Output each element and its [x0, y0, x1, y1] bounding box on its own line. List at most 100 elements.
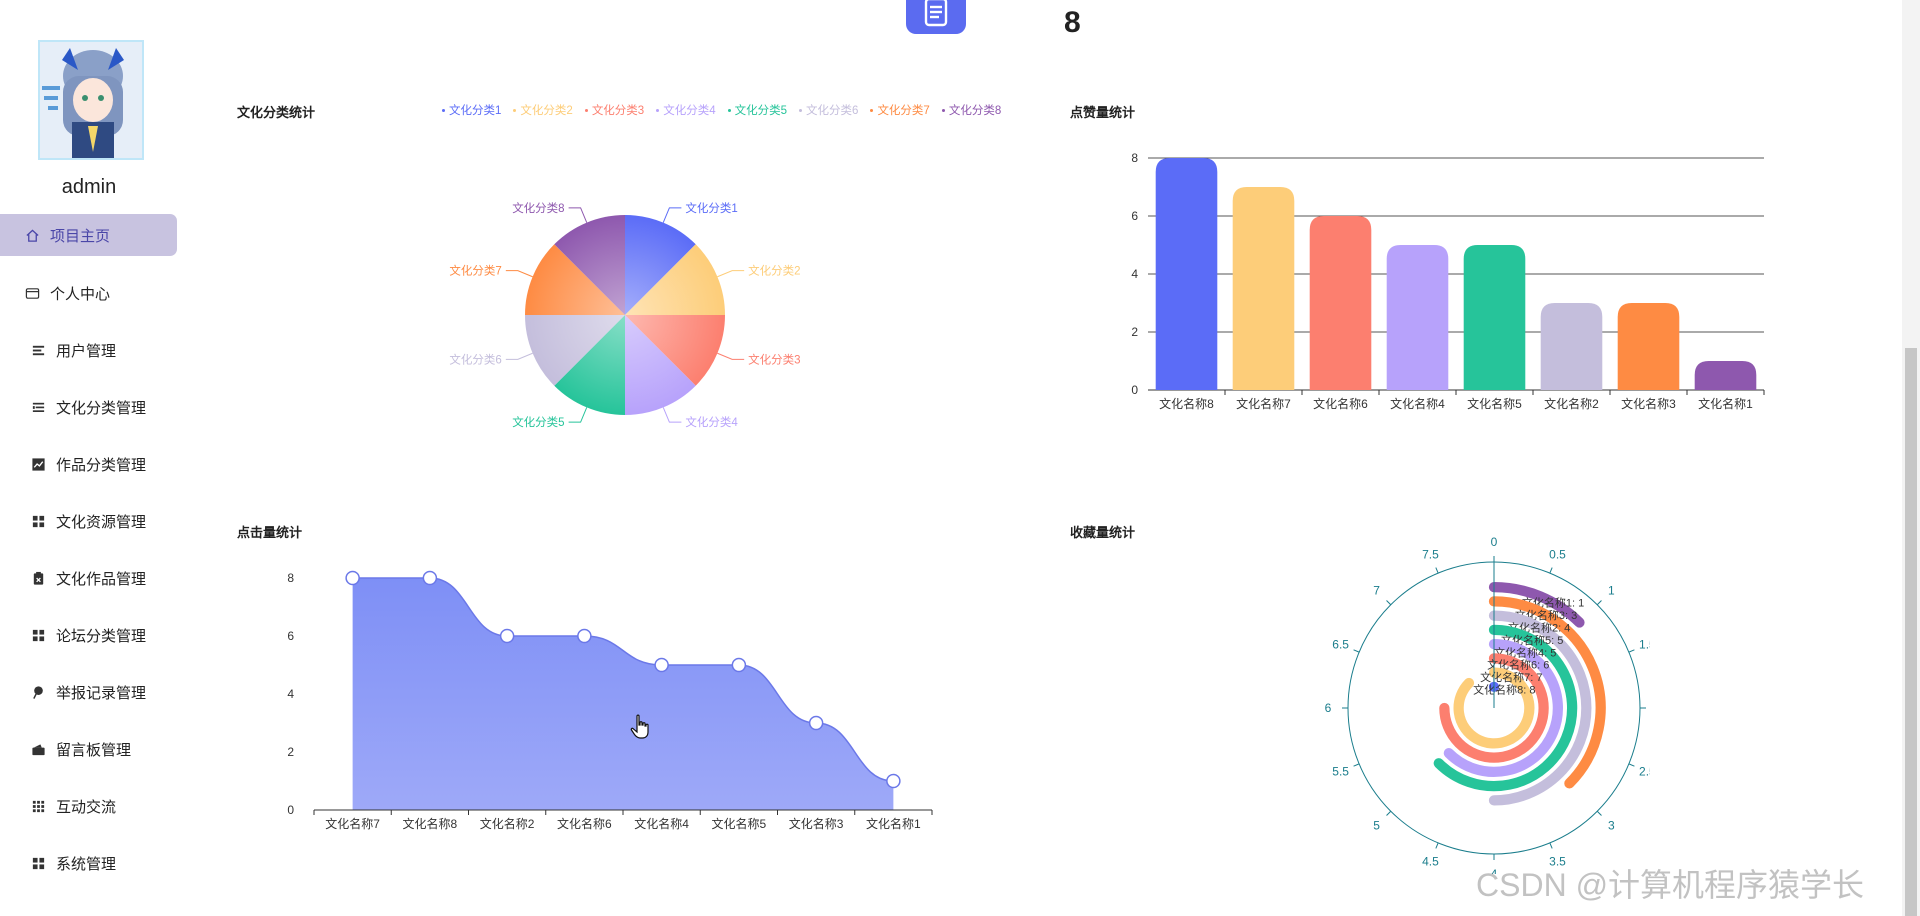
area-x-tick-label: 文化名称8 [403, 816, 458, 831]
area-point[interactable] [886, 773, 901, 789]
sidebar-item-8[interactable]: 论坛分类管理 [0, 614, 177, 656]
pie-slice-label: 文化分类2 [748, 264, 800, 278]
area-x-tick-label: 文化名称7 [325, 816, 380, 831]
sidebar-item-2[interactable]: 个人中心 [0, 272, 177, 314]
polar-bar[interactable] [1453, 667, 1535, 749]
bar-x-tick-label: 文化名称1 [1698, 396, 1753, 411]
hand-cursor-icon [630, 714, 649, 739]
sidebar-item-9[interactable]: 举报记录管理 [0, 671, 177, 713]
legend-label: 文化分类2 [520, 105, 573, 117]
area-x-tick-label: 文化名称2 [480, 816, 535, 831]
area-y-tick-label: 8 [287, 571, 294, 585]
polar-bar[interactable] [1488, 581, 1585, 628]
pie-legend-item[interactable]: 文化分类1 [442, 102, 501, 118]
sidebar-item-6[interactable]: 文化资源管理 [0, 500, 177, 542]
bar[interactable] [1694, 361, 1757, 390]
area-point[interactable] [654, 657, 669, 673]
pie-label-line [662, 407, 682, 423]
bar[interactable] [1463, 245, 1526, 390]
polar-tick-label: 1.5 [1639, 637, 1650, 651]
polar-bar-label: 文化名称8: 8 [1473, 683, 1535, 697]
grid-icon [30, 513, 46, 529]
polar-tick-label: 3.5 [1549, 854, 1566, 868]
list-icon [30, 342, 46, 358]
sidebar-item-3[interactable]: 用户管理 [0, 329, 177, 371]
pie-legend-item[interactable]: 文化分类3 [584, 102, 645, 118]
pie-slice[interactable] [525, 315, 625, 386]
sidebar-item-label: 系统管理 [56, 855, 117, 873]
sidebar-item-label: 项目主页 [50, 227, 111, 245]
sidebar-item-5[interactable]: 作品分类管理 [0, 443, 177, 485]
pie-slice-label: 文化分类6 [449, 352, 501, 366]
pie-slice[interactable] [625, 244, 725, 315]
bar-chart: 0 2 4 6 8 文化名称8 文化名称7 文化名称6 文化名称4 文化名称5 文化名称2 文化名称3… [1131, 151, 1765, 411]
polar-bar[interactable] [1488, 596, 1606, 789]
polar-chart-title: 收藏量统计 [1070, 525, 1136, 540]
scrollbar-thumb[interactable] [1905, 348, 1917, 916]
pie-slice-label: 文化分类1 [685, 201, 737, 215]
area-x-tick-label: 文化名称4 [634, 816, 689, 831]
pie-legend-item[interactable]: 文化分类6 [799, 102, 858, 118]
polar-tick-label: 6 [1325, 701, 1332, 715]
sidebar-item-1[interactable]: 项目主页 [0, 214, 177, 256]
pie-legend-item[interactable]: 文化分类7 [870, 102, 930, 118]
legend-label: 文化分类8 [948, 105, 1002, 117]
avatar[interactable] [38, 40, 144, 160]
bar[interactable] [1155, 158, 1218, 390]
home-icon [24, 227, 40, 243]
sidebar-item-label: 文化资源管理 [56, 513, 147, 531]
pie-slice[interactable] [625, 215, 696, 315]
sidebar: admin 项目主页 个人中心 用户管理 文化分类管理 作品分类管理 文化资源管理 文化作品… [0, 0, 190, 916]
sidebar-item-7[interactable]: 文化作品管理 [0, 557, 177, 599]
bar[interactable] [1540, 303, 1603, 390]
pie-slice-label: 文化分类4 [685, 415, 738, 429]
legend-label: 文化分类1 [449, 105, 502, 117]
bar[interactable] [1309, 216, 1372, 390]
area-point[interactable] [422, 570, 438, 586]
legend-label: 文化分类6 [806, 105, 859, 117]
area-point[interactable] [345, 570, 360, 586]
legend-dot-icon [941, 108, 945, 112]
bar[interactable] [1617, 303, 1680, 390]
polar-tick [1353, 649, 1360, 653]
legend-dot-icon [442, 108, 445, 112]
polar-bar[interactable] [1443, 638, 1563, 777]
legend-dot-icon [584, 108, 588, 112]
sidebar-item-12[interactable]: 系统管理 [0, 842, 177, 884]
sidebar-item-10[interactable]: 留言板管理 [0, 728, 177, 770]
pie-chart: 文化分类1 文化分类2 文化分类3 文化分类4 文化分类5 文化分类6 文化分类7 文化分类8 [449, 201, 800, 429]
pie-slice[interactable] [525, 244, 625, 315]
trend-chart-icon [30, 456, 46, 472]
pie-legend-item[interactable]: 文化分类4 [656, 102, 716, 118]
legend-label: 文化分类5 [734, 105, 788, 117]
area-point[interactable] [808, 715, 824, 731]
pie-slice[interactable] [554, 215, 625, 315]
area-point[interactable] [499, 628, 515, 644]
polar-bar[interactable] [1433, 624, 1578, 792]
polar-tick-label: 7.5 [1422, 548, 1439, 562]
pie-legend-item[interactable]: 文化分类8 [941, 102, 1002, 118]
sidebar-item-label: 作品分类管理 [56, 456, 147, 474]
polar-bar[interactable] [1439, 653, 1549, 763]
pie-label-line [505, 352, 533, 360]
area-point[interactable] [731, 657, 747, 673]
sidebar-item-11[interactable]: 互动交流 [0, 785, 177, 827]
apps-icon [30, 798, 46, 814]
sidebar-item-4[interactable]: 文化分类管理 [0, 386, 177, 428]
bar-x-tick-label: 文化名称3 [1621, 396, 1676, 411]
polar-bar[interactable] [1488, 610, 1592, 806]
pie-slice[interactable] [554, 315, 625, 415]
document-button[interactable] [906, 0, 966, 34]
polar-tick [1435, 842, 1439, 849]
bar[interactable] [1386, 245, 1449, 390]
bar-x-tick-label: 文化名称7 [1236, 396, 1291, 411]
pie-legend-item[interactable]: 文化分类5 [727, 102, 788, 118]
bar[interactable] [1232, 187, 1295, 390]
legend-label: 文化分类7 [877, 105, 930, 117]
legend-label: 文化分类3 [591, 105, 645, 117]
area-point[interactable] [577, 628, 592, 644]
pie-slice[interactable] [625, 315, 696, 415]
pie-legend-item[interactable]: 文化分类2 [513, 102, 573, 118]
pie-slice[interactable] [625, 315, 725, 386]
sidebar-item-label: 留言板管理 [56, 741, 132, 759]
